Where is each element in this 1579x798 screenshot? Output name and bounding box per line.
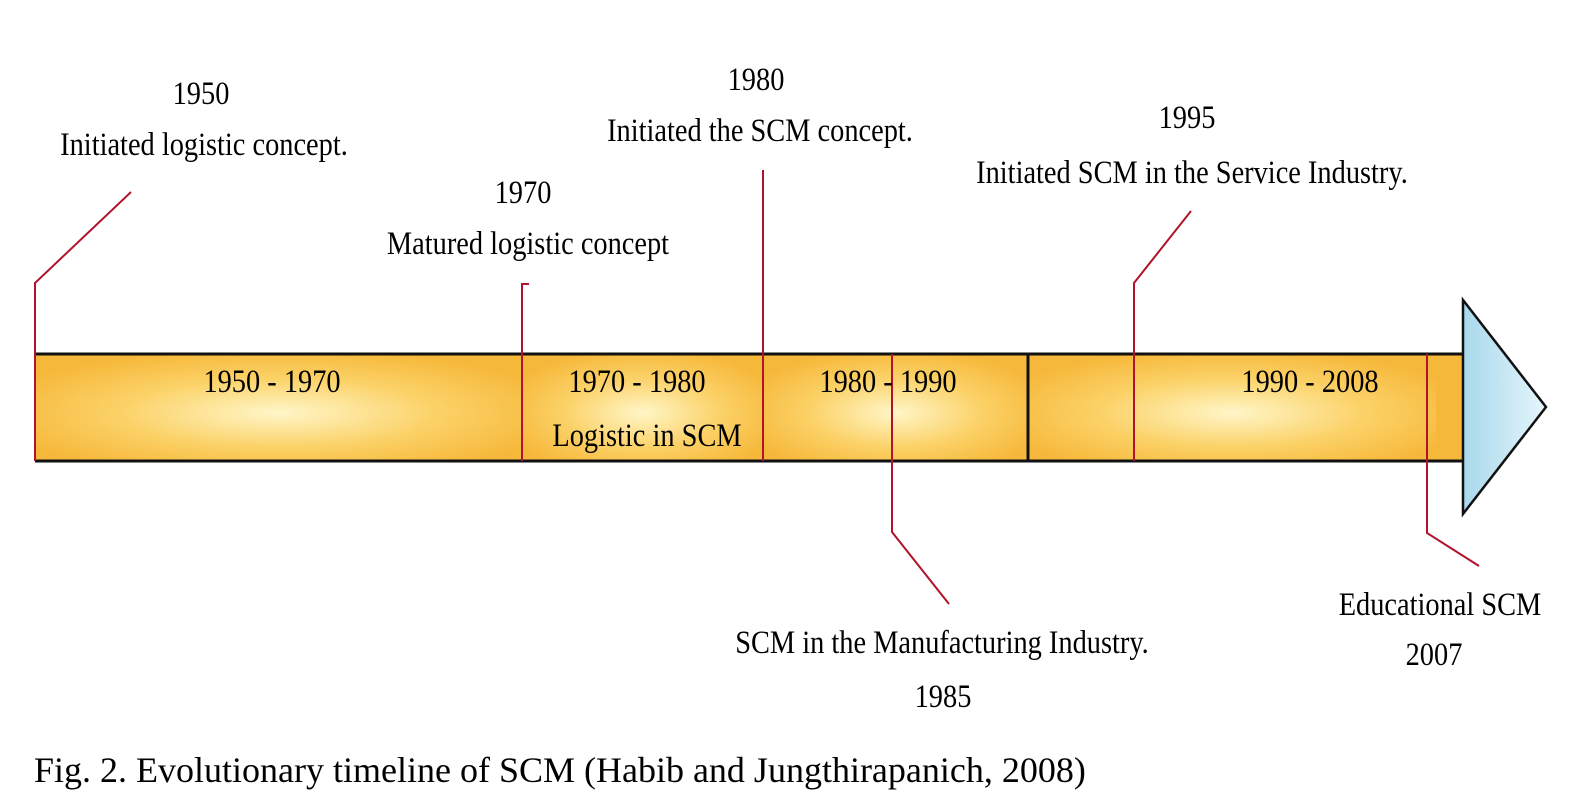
bar-segment-1950-1970 xyxy=(35,354,522,461)
connector-1985 xyxy=(891,354,950,605)
event-text-1970: Matured logistic concept xyxy=(386,226,670,262)
period-label-1970-1980: 1970 - 1980 xyxy=(568,364,706,400)
event-year-1980: 1980 xyxy=(727,62,785,98)
event-text-1950: Initiated logistic concept. xyxy=(60,127,348,163)
period-label-1990-2008: 1990 - 2008 xyxy=(1241,364,1379,400)
event-year-1950: 1950 xyxy=(172,76,230,112)
figure-caption: Fig. 2. Evolutionary timeline of SCM (Ha… xyxy=(34,750,1086,790)
event-year-1995: 1995 xyxy=(1158,100,1216,136)
connector-2007 xyxy=(1426,354,1480,567)
timeline-bar xyxy=(35,352,1463,463)
event-year-1970: 1970 xyxy=(494,175,552,211)
period-label-1980-1990: 1980 - 1990 xyxy=(819,364,957,400)
bar-tail xyxy=(1436,354,1463,461)
period-sublabel-logistic-in-scm: Logistic in SCM xyxy=(552,418,742,454)
arrowhead xyxy=(1461,296,1548,518)
period-label-1950-1970: 1950 - 1970 xyxy=(203,364,341,400)
event-text-1995: Initiated SCM in the Service Industry. xyxy=(976,155,1408,191)
bar-segment-1980-1990 xyxy=(763,354,1028,461)
bar-segment-1970-1980 xyxy=(522,354,763,461)
event-text-1980: Initiated the SCM concept. xyxy=(607,113,913,149)
event-year-1985: 1985 xyxy=(914,679,972,715)
event-text-1985: SCM in the Manufacturing Industry. xyxy=(735,625,1149,661)
connector-1995 xyxy=(1133,210,1192,461)
bar-segment-1990-2008 xyxy=(1028,354,1436,461)
connector-1950 xyxy=(34,191,132,461)
connector-1970 xyxy=(521,283,529,461)
event-year-2007: 2007 xyxy=(1405,637,1463,673)
event-text-2007: Educational SCM xyxy=(1338,587,1542,623)
